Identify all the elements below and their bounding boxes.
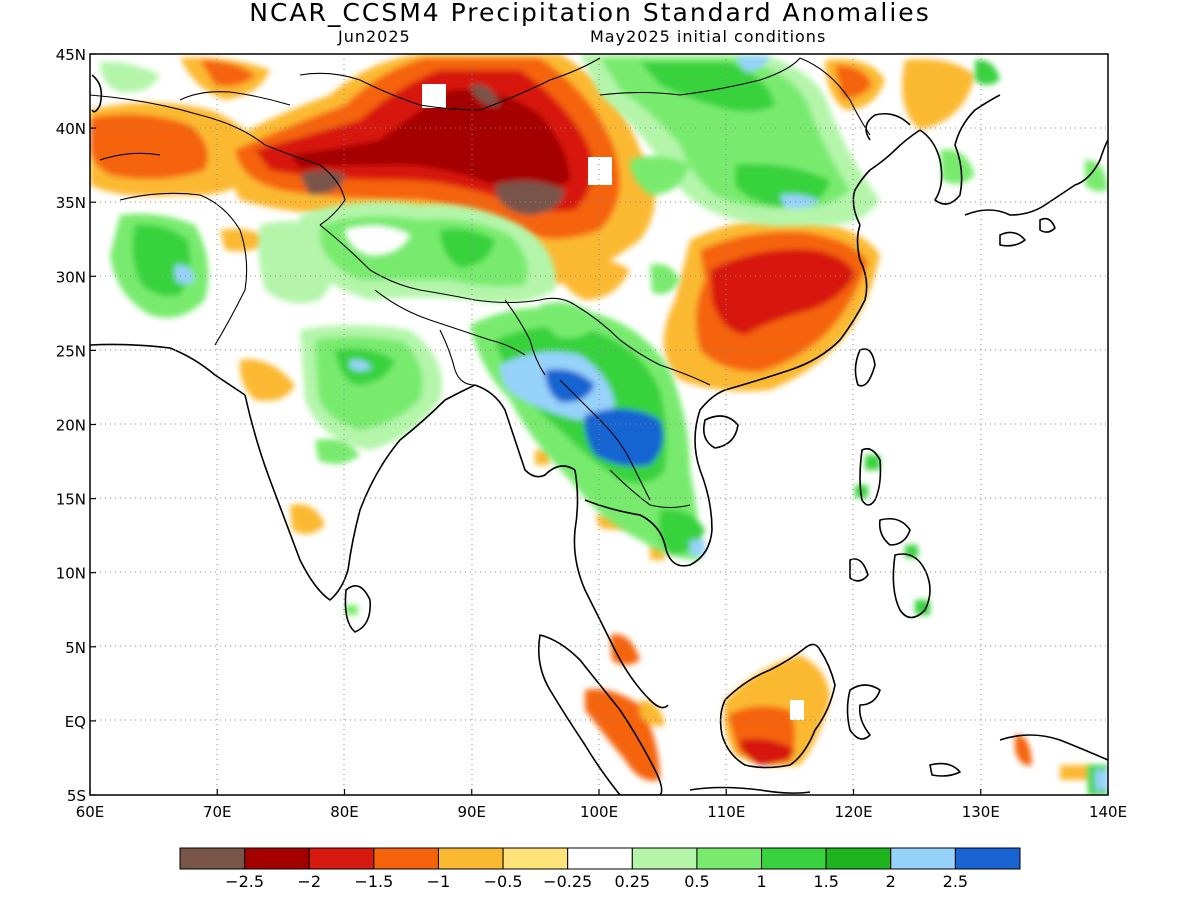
colorbar-swatch bbox=[890, 847, 956, 870]
colorbar-label: −0.5 bbox=[484, 872, 523, 891]
colorbar-swatch bbox=[437, 847, 504, 870]
colorbar-label: 0.25 bbox=[614, 872, 650, 891]
lat-tick-label: 30N bbox=[56, 268, 86, 286]
lat-tick-label: 45N bbox=[56, 46, 86, 64]
colorbar-swatch bbox=[696, 847, 763, 870]
lon-tick-label: 100E bbox=[580, 803, 618, 821]
lon-tick-label: 110E bbox=[707, 803, 745, 821]
coastlines bbox=[90, 74, 1108, 795]
colorbar-label: 2 bbox=[886, 872, 896, 891]
anomaly-field bbox=[90, 54, 1108, 795]
colorbar-swatch bbox=[761, 847, 827, 870]
colorbar-swatch bbox=[567, 847, 633, 870]
axis-ticks bbox=[89, 53, 1109, 796]
colorbar-label: −1 bbox=[427, 872, 451, 891]
lon-tick-label: 60E bbox=[76, 803, 105, 821]
graticule bbox=[90, 54, 1108, 795]
longitude-labels: 60E 70E 80E 90E 100E 110E 120E 130E 140E bbox=[76, 803, 1127, 821]
lon-tick-label: 120E bbox=[834, 803, 872, 821]
colorbar-label: 2.5 bbox=[943, 872, 968, 891]
lat-tick-label: 35N bbox=[56, 194, 86, 212]
lat-tick-label: EQ bbox=[65, 713, 86, 731]
colorbar-swatch bbox=[954, 847, 1021, 870]
colorbar-swatch bbox=[373, 847, 439, 870]
lat-tick-label: 5N bbox=[65, 639, 86, 657]
forecast-month: Jun2025 bbox=[338, 27, 411, 46]
colorbar-label: −2.5 bbox=[225, 872, 264, 891]
colorbar-swatch bbox=[179, 847, 246, 870]
colorbar-label: −0.25 bbox=[543, 872, 592, 891]
borders bbox=[90, 57, 871, 509]
lat-tick-label: 20N bbox=[56, 417, 86, 435]
lon-tick-label: 80E bbox=[330, 803, 359, 821]
colorbar-swatch bbox=[825, 847, 892, 870]
colorbar-label: −2 bbox=[297, 872, 321, 891]
lat-tick-label: 25N bbox=[56, 342, 86, 360]
map-title: NCAR_CCSM4 Precipitation Standard Anomal… bbox=[249, 0, 931, 27]
lon-tick-label: 140E bbox=[1089, 803, 1127, 821]
lat-tick-label: 40N bbox=[56, 120, 86, 138]
lon-tick-label: 70E bbox=[203, 803, 232, 821]
colorbar-label: 0.5 bbox=[684, 872, 709, 891]
colorbar-label: 1 bbox=[756, 872, 766, 891]
colorbar-label: 1.5 bbox=[813, 872, 838, 891]
colorbar-swatch bbox=[502, 847, 569, 870]
lon-tick-label: 90E bbox=[457, 803, 486, 821]
colorbar-label: −1.5 bbox=[354, 872, 393, 891]
latitude-labels: 45N 40N 35N 30N 25N 20N 15N 10N 5N EQ 5S bbox=[56, 46, 86, 805]
lat-tick-label: 15N bbox=[56, 491, 86, 509]
colorbar-labels: −2.5 −2 −1.5 −1 −0.5 −0.25 0.25 0.5 1 1.5 2 2.5 bbox=[225, 872, 968, 891]
colorbar-swatch bbox=[631, 847, 698, 870]
initial-conditions: May2025 initial conditions bbox=[590, 27, 827, 46]
lat-tick-label: 10N bbox=[56, 565, 86, 583]
colorbar-swatch bbox=[244, 847, 310, 870]
colorbar bbox=[179, 847, 1021, 870]
colorbar-swatch bbox=[308, 847, 375, 870]
lat-tick-label: 5S bbox=[67, 787, 86, 805]
lon-tick-label: 130E bbox=[962, 803, 1000, 821]
